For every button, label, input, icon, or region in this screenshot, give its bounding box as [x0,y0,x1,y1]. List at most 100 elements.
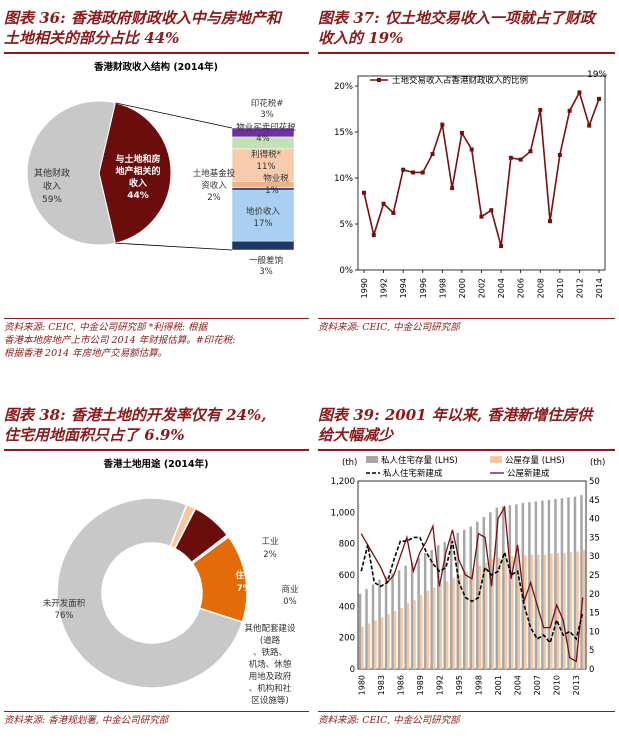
slice-label: 机场、休憩 [249,659,292,670]
bar-public-stock [458,575,462,669]
slice-label: 、机构和社 [249,683,292,694]
y-tick-label-right: 50 [589,477,600,487]
legend-label: 私人住宅新建成 [383,468,443,479]
bar-private-stock [463,529,466,669]
breakdown-segment [231,240,295,251]
data-point [499,244,504,249]
source-note: 资料来源: CEIC, 中金公司研究部 *利得税: 根据 香港本地房地产上市公司… [4,321,309,360]
bar-public-stock [563,553,566,669]
bar-private-stock [573,496,577,669]
bar-public-stock [576,551,579,669]
x-tick-label: 1998 [475,675,484,695]
slice-value: 76% [55,611,74,621]
breakdown-label: 3% [260,110,274,120]
bar-private-stock [456,532,459,669]
data-point [557,153,562,157]
bar-public-stock [550,553,553,669]
title-line: 住宅用地面积只占了 6.9% [4,426,185,444]
axis-unit-right: (th) [590,458,605,468]
slice-label: 工业 [261,536,278,547]
breakdown-label: 一般差饷 [249,255,283,266]
data-point [597,96,601,101]
slice-label: 地产相关的 [115,165,160,177]
slice-value: 0% [283,597,297,607]
bar-public-stock [367,623,371,669]
bar-private-stock [489,512,492,669]
y-tick-label-right: 15 [589,609,600,619]
pie-slice [26,100,116,246]
series-line [363,90,600,247]
x-tick-label: 2002 [478,278,487,298]
bar-public-stock [439,584,442,669]
bar-public-stock [478,565,481,669]
breakdown-label: 3% [259,267,273,277]
source-note: 资料来源: CEIC, 中金公司研究部 [318,714,615,727]
breakdown-segment [231,127,295,138]
x-tick-label: 2006 [517,278,526,298]
y-tick-label-right: 30 [589,552,600,562]
source-line: 资料来源: CEIC, 中金公司研究部 *利得税: 根据 [4,322,208,333]
x-tick-label: 1989 [416,675,425,695]
y-tick-label: 20% [334,82,353,92]
y-tick-label-left: 1,200 [331,477,355,487]
breakdown-segment [231,190,295,242]
slice-value: 59% [42,195,62,205]
bar-public-stock [504,556,508,669]
title-line: 图表 36: 香港政府财政收入中与房地产和 [4,9,281,27]
x-tick-label: 2012 [575,278,584,298]
breakdown-label: 1% [265,186,279,196]
y-tick-label: 10% [334,174,353,184]
bar-public-stock [413,600,416,669]
housing-supply-combo-chart: (th) (th) 0 200 400 600 800 1,000 1,200 0 5 10 15 20 2… [331,455,606,695]
source-line: 香港本地房地产上市公司 2014 年财报估算。#印花税: [4,335,236,346]
x-tick-label: 2001 [494,675,503,695]
y-tick-label-left: 0 [350,665,355,675]
y-tick-label-right: 35 [589,533,600,543]
breakdown-label: 印花税# [251,98,284,109]
donut-slice [56,497,244,689]
y-tick-label-right: 45 [589,496,600,506]
bar-private-stock [371,584,375,669]
y-tick-label-right: 5 [589,646,594,656]
bar-public-stock [380,617,384,669]
source-line: 资料来源: CEIC, 中金公司研究部 [318,322,460,333]
x-tick-label: 2000 [458,278,467,298]
y-tick-label-left: 800 [339,540,355,550]
bar-private-stock [430,549,433,669]
bar-private-stock [365,589,368,669]
title-line: 给大幅减少 [318,426,394,444]
bar-private-stock [384,576,388,669]
x-tick-label: 1998 [438,278,447,298]
breakdown-label: 物业税 [263,173,289,184]
slice-label: 区设施等) [251,695,288,706]
bar-public-stock [472,568,475,669]
x-tick-label: 1992 [435,675,444,695]
breakdown-segment [231,148,295,182]
data-point [479,214,484,219]
x-tick-label: 1990 [360,278,369,298]
bar-public-stock [498,557,501,669]
bar-public-stock [543,554,547,669]
slice-label: 与土地和房 [115,153,160,165]
data-point [489,208,494,213]
bar-public-stock [537,554,540,669]
y-tick-label-right: 20 [589,590,600,600]
data-point [538,107,543,112]
plot-frame [357,75,606,271]
bar-public-stock [426,590,429,669]
bar-public-stock [582,549,586,669]
breakdown-segment [231,187,295,191]
data-point [381,201,386,206]
data-point [450,186,455,191]
pie-slice [98,102,172,244]
bar-public-stock [556,553,560,669]
data-point [420,170,425,175]
source-note: 资料来源: CEIC, 中金公司研究部 [318,321,615,334]
y-tick-label: 5% [340,220,354,230]
x-tick-label: 1996 [419,278,428,298]
x-tick-label: 2004 [497,278,506,298]
breakdown-label: 资收入 [201,180,227,191]
bar-public-stock [419,595,423,669]
data-point [371,233,376,238]
